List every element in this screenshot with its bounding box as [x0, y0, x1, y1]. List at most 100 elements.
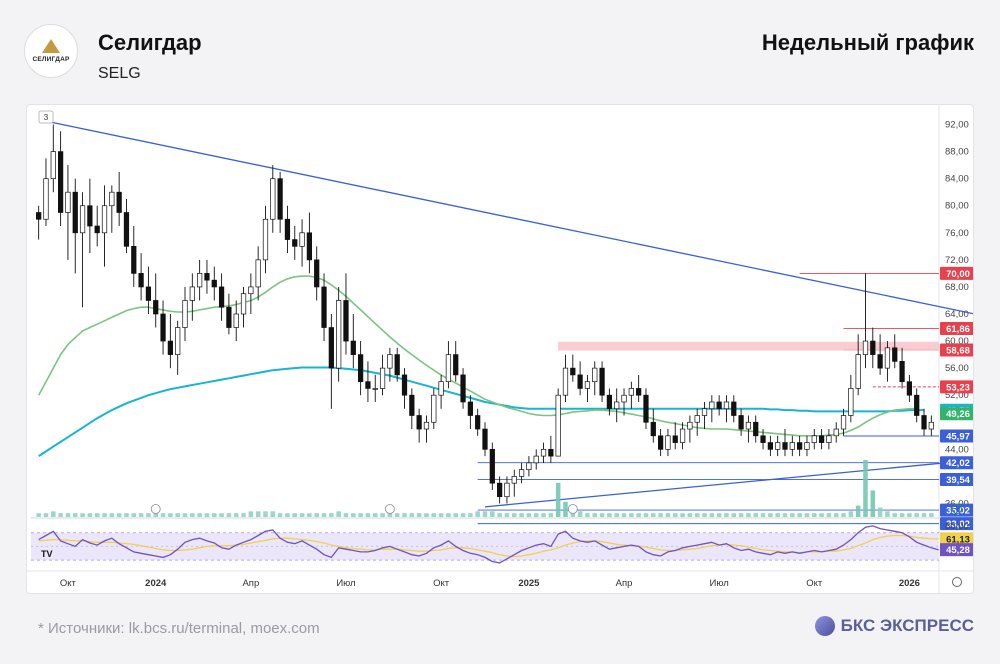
volume-bar: [255, 511, 261, 517]
candle: [614, 401, 620, 410]
candle: [233, 313, 239, 328]
rsi-tick-label: 80,00: [945, 521, 969, 532]
candle: [167, 340, 173, 355]
volume-bar: [555, 482, 561, 517]
candle: [826, 435, 832, 443]
settings-gear-icon[interactable]: [952, 577, 962, 587]
volume-bar: [72, 513, 78, 517]
candle: [877, 354, 883, 369]
volume-bar: [468, 513, 473, 517]
volume-bar: [124, 513, 129, 517]
candle: [723, 401, 730, 410]
volume-bar: [621, 513, 627, 517]
candle: [482, 428, 488, 450]
candle: [606, 394, 613, 410]
volume-bar: [307, 513, 312, 517]
candle: [636, 388, 642, 396]
candle: [643, 394, 649, 423]
candle: [489, 448, 495, 484]
candle: [745, 421, 752, 430]
price-label-text: 42,02: [946, 458, 970, 469]
y-tick-label: 80,00: [945, 201, 969, 212]
volume-bar: [80, 513, 85, 517]
volume-bar: [592, 513, 598, 517]
candle: [731, 401, 737, 416]
volume-bar: [672, 513, 678, 517]
candle: [577, 374, 583, 389]
candle: [218, 286, 225, 308]
candle: [160, 313, 166, 342]
volume-bar: [482, 511, 488, 517]
candle: [789, 442, 795, 450]
volume-bar: [724, 513, 729, 517]
volume-bar: [87, 513, 93, 517]
volume-bar: [629, 513, 634, 517]
candle: [72, 191, 78, 234]
candle: [87, 205, 93, 227]
candle: [570, 367, 576, 376]
chart-panel[interactable]: 92,00 88,00 84,00 80,00 76,00 72,00 68,00 64,00…: [26, 104, 974, 594]
y-tick-label: 60,00: [945, 336, 969, 347]
candle: [701, 408, 708, 416]
candle: [782, 442, 788, 450]
y-tick-label: 56,00: [945, 363, 969, 374]
volume-bar: [285, 513, 290, 517]
price-label-text: 39,54: [946, 475, 970, 486]
price-label-tag: [940, 456, 973, 470]
price-label-text: 49,26: [946, 409, 970, 420]
volume-bar: [870, 490, 876, 517]
x-tick-label: Окт: [433, 578, 450, 589]
footer-brand[interactable]: БКС ЭКСПРЕСС: [814, 616, 974, 636]
volume-bar: [768, 513, 773, 517]
candle: [182, 300, 188, 328]
rsi-label-text: 45,28: [946, 545, 970, 556]
x-tick-label: Окт: [806, 578, 823, 589]
candle: [687, 421, 693, 430]
y-tick-label: 52,00: [945, 390, 969, 401]
upper-trendline[interactable]: [45, 120, 974, 344]
candle: [409, 394, 415, 416]
volume-bar: [321, 513, 327, 517]
candle: [760, 435, 766, 443]
y-tick-label: 68,00: [945, 282, 969, 293]
volume-bar: [563, 501, 568, 517]
price-label-tag: [940, 503, 973, 517]
price-label-tag: [940, 266, 973, 280]
volume-bar: [921, 513, 927, 517]
volume-bar: [190, 513, 195, 517]
price-chart[interactable]: 92,00 88,00 84,00 80,00 76,00 72,00 68,00 64,00…: [27, 105, 974, 594]
dividend-marker-icon[interactable]: [567, 504, 578, 514]
volume-bar: [907, 513, 912, 517]
company-logo: СЕЛИГДАР: [24, 24, 78, 78]
rsi-label-text: 61,13: [946, 534, 970, 545]
candle: [672, 435, 678, 443]
lower-trendline[interactable]: [484, 446, 974, 508]
price-label-text: 61,86: [946, 324, 970, 335]
lightning-icon[interactable]: [952, 504, 962, 514]
candle: [131, 245, 137, 274]
dividend-marker-icon[interactable]: [384, 504, 395, 514]
volume-bar: [577, 511, 583, 517]
volume-bar: [541, 513, 546, 517]
volume-bar: [782, 513, 788, 517]
candle: [284, 218, 291, 240]
ticker: SELG: [98, 65, 141, 82]
volume-bar: [885, 511, 890, 517]
volume-bar: [460, 513, 466, 517]
volume-bar: [687, 513, 693, 517]
volume-bar: [504, 513, 510, 517]
volume-bar: [58, 513, 63, 517]
volume-bar: [241, 513, 246, 517]
indicator-badge[interactable]: [38, 110, 54, 124]
candle: [328, 327, 334, 369]
candle: [906, 381, 913, 396]
candle: [314, 259, 320, 288]
volume-bar: [182, 513, 188, 517]
y-tick-label: 92,00: [945, 120, 969, 131]
y-tick-label: 88,00: [945, 147, 969, 158]
candle: [628, 388, 634, 396]
volume-bar: [314, 513, 319, 517]
dividend-marker-icon[interactable]: [150, 504, 161, 514]
volume-bar: [731, 513, 737, 517]
candle: [445, 354, 452, 383]
